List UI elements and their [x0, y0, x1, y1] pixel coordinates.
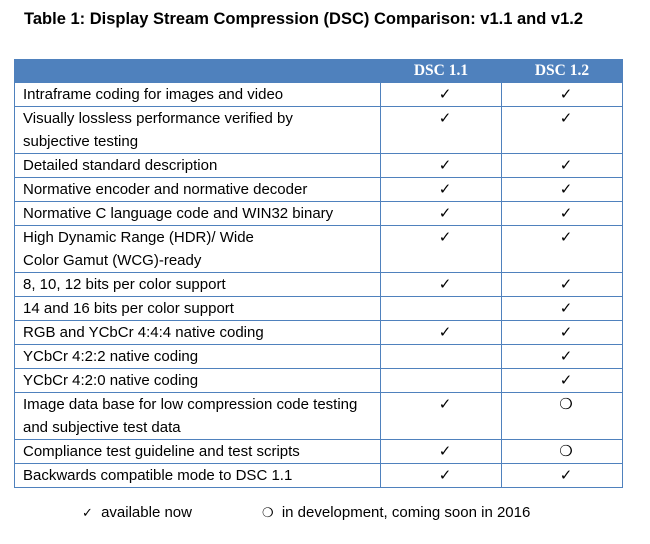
feature-cell: YCbCr 4:2:0 native coding: [14, 368, 381, 393]
dsc-1-1-cell: ✓: [380, 463, 502, 488]
table-row: Compliance test guideline and test scrip…: [14, 439, 623, 464]
table-row: RGB and YCbCr 4:4:4 native coding ✓ ✓: [14, 320, 623, 345]
dsc-1-1-cell: ✓: [380, 106, 502, 154]
table-title: Table 1: Display Stream Compression (DSC…: [24, 10, 584, 28]
table-row: Backwards compatible mode to DSC 1.1 ✓ ✓: [14, 463, 623, 488]
dsc-1-2-cell: ✓: [501, 177, 623, 202]
dsc-1-2-cell: ❍: [501, 439, 623, 464]
dsc-1-2-cell: ❍: [501, 392, 623, 440]
dsc-1-2-cell: ✓: [501, 82, 623, 107]
table-row: Normative C language code and WIN32 bina…: [14, 201, 623, 226]
circle-icon: ❍: [262, 506, 274, 521]
dsc-1-1-cell: [380, 368, 502, 393]
dsc-1-2-cell: ✓: [501, 153, 623, 178]
feature-cell: Normative C language code and WIN32 bina…: [14, 201, 381, 226]
feature-cell: Normative encoder and normative decoder: [14, 177, 381, 202]
feature-text: High Dynamic Range (HDR)/ Wide Color Gam…: [23, 229, 254, 269]
header-feature: [14, 59, 381, 83]
comparison-table: DSC 1.1 DSC 1.2 Intraframe coding for im…: [14, 59, 623, 488]
feature-cell: Detailed standard description: [14, 153, 381, 178]
table-row: 14 and 16 bits per color support ✓: [14, 296, 623, 321]
dsc-1-2-cell: ✓: [501, 272, 623, 297]
dsc-1-1-cell: [380, 296, 502, 321]
feature-text: Image data base for low compression code…: [23, 396, 358, 436]
dsc-1-1-cell: ✓: [380, 82, 502, 107]
dsc-1-1-cell: ✓: [380, 439, 502, 464]
feature-cell: Intraframe coding for images and video: [14, 82, 381, 107]
table-row: Detailed standard description ✓ ✓: [14, 153, 623, 178]
feature-cell: Visually lossless performance verified b…: [14, 106, 381, 154]
dsc-1-1-cell: ✓: [380, 225, 502, 273]
feature-cell: High Dynamic Range (HDR)/ Wide Color Gam…: [14, 225, 381, 273]
dsc-1-1-cell: ✓: [380, 153, 502, 178]
table-row: 8, 10, 12 bits per color support ✓ ✓: [14, 272, 623, 297]
dsc-1-2-cell: ✓: [501, 344, 623, 369]
table-row: YCbCr 4:2:2 native coding ✓: [14, 344, 623, 369]
legend-available: ✓ available now: [82, 504, 192, 521]
legend-development-text: in development, coming soon in 2016: [281, 504, 531, 521]
dsc-1-2-cell: ✓: [501, 296, 623, 321]
dsc-1-2-cell: ✓: [501, 320, 623, 345]
feature-text: Visually lossless performance verified b…: [23, 110, 293, 150]
dsc-1-2-cell: ✓: [501, 463, 623, 488]
dsc-1-2-cell: ✓: [501, 201, 623, 226]
check-icon: ✓: [82, 506, 93, 521]
feature-cell: Compliance test guideline and test scrip…: [14, 439, 381, 464]
feature-cell: RGB and YCbCr 4:4:4 native coding: [14, 320, 381, 345]
table-row: YCbCr 4:2:0 native coding ✓: [14, 368, 623, 393]
table-row: Normative encoder and normative decoder …: [14, 177, 623, 202]
table-row: Visually lossless performance verified b…: [14, 106, 623, 154]
table-header-row: DSC 1.1 DSC 1.2: [14, 59, 623, 83]
table-row: Image data base for low compression code…: [14, 392, 623, 440]
feature-cell: 8, 10, 12 bits per color support: [14, 272, 381, 297]
dsc-1-1-cell: ✓: [380, 177, 502, 202]
header-dsc-1-1: DSC 1.1: [380, 59, 502, 83]
feature-cell: YCbCr 4:2:2 native coding: [14, 344, 381, 369]
dsc-1-2-cell: ✓: [501, 368, 623, 393]
dsc-1-2-cell: ✓: [501, 106, 623, 154]
dsc-1-2-cell: ✓: [501, 225, 623, 273]
dsc-1-1-cell: ✓: [380, 320, 502, 345]
table-row: Intraframe coding for images and video ✓…: [14, 82, 623, 107]
dsc-1-1-cell: ✓: [380, 272, 502, 297]
dsc-1-1-cell: ✓: [380, 201, 502, 226]
legend-development: ❍ in development, coming soon in 2016: [262, 504, 530, 521]
table-row: High Dynamic Range (HDR)/ Wide Color Gam…: [14, 225, 623, 273]
dsc-1-1-cell: [380, 344, 502, 369]
dsc-1-1-cell: ✓: [380, 392, 502, 440]
feature-cell: 14 and 16 bits per color support: [14, 296, 381, 321]
feature-cell: Backwards compatible mode to DSC 1.1: [14, 463, 381, 488]
feature-cell: Image data base for low compression code…: [14, 392, 381, 440]
header-dsc-1-2: DSC 1.2: [501, 59, 623, 83]
legend-available-text: available now: [101, 504, 192, 521]
